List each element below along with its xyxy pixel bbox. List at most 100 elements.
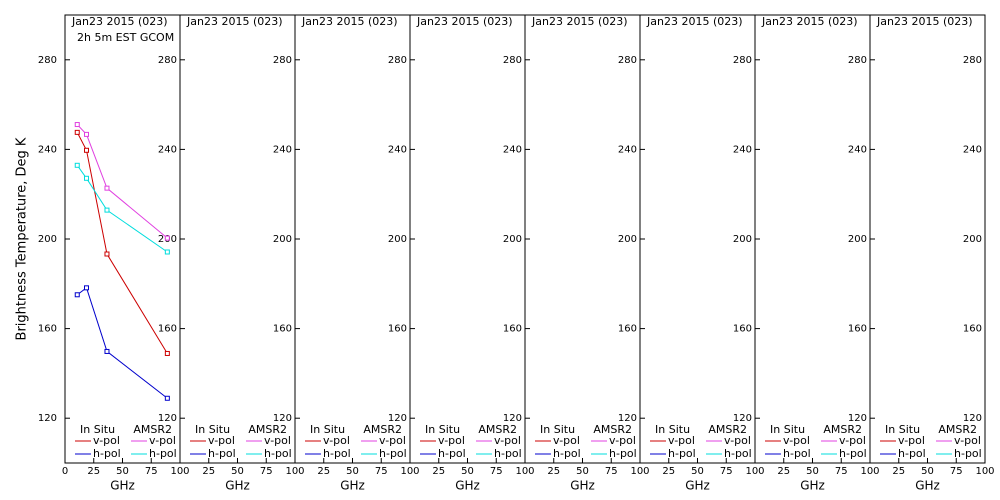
y-tick-label: 240: [158, 144, 177, 155]
x-tick-label: 50: [921, 466, 934, 477]
legend-group: AMSR2: [938, 423, 977, 436]
legend-label: v-pol: [668, 434, 695, 447]
x-axis-label: GHz: [570, 479, 595, 493]
panel-title: Jan23 2015 (023): [646, 15, 743, 28]
panel-title: Jan23 2015 (023): [71, 15, 168, 28]
y-tick-label: 200: [273, 234, 292, 245]
legend-group: AMSR2: [248, 423, 287, 436]
x-tick-label: 100: [400, 466, 419, 477]
y-tick-label: 200: [618, 234, 637, 245]
x-tick-label: 75: [720, 466, 733, 477]
x-axis-label: GHz: [685, 479, 710, 493]
marker: [104, 251, 110, 257]
legend-label: v-pol: [898, 434, 925, 447]
legend-group: In Situ: [80, 423, 115, 436]
x-axis-label: GHz: [800, 479, 825, 493]
panel-title: Jan23 2015 (023): [876, 15, 973, 28]
x-tick-label: 75: [950, 466, 963, 477]
marker: [74, 122, 80, 128]
y-tick-label: 160: [618, 324, 637, 335]
x-tick-label: 100: [515, 466, 534, 477]
panel-title: Jan23 2015 (023): [416, 15, 513, 28]
x-tick-label: 75: [260, 466, 273, 477]
y-tick-label: 120: [618, 413, 637, 424]
x-tick-label: 25: [317, 466, 330, 477]
marker: [74, 129, 80, 135]
legend-label: v-pol: [494, 434, 521, 447]
marker: [104, 207, 110, 213]
y-tick-label: 120: [158, 413, 177, 424]
legend-group: In Situ: [195, 423, 230, 436]
legend-label: h-pol: [208, 447, 236, 460]
y-tick-label: 120: [38, 413, 57, 424]
x-tick-label: 100: [975, 466, 994, 477]
legend-label: h-pol: [668, 447, 696, 460]
x-tick-label: 25: [777, 466, 790, 477]
panel-title: Jan23 2015 (023): [186, 15, 283, 28]
y-tick-label: 280: [38, 55, 57, 66]
y-tick-label: 240: [38, 144, 57, 155]
y-tick-label: 280: [848, 55, 867, 66]
y-tick-label: 280: [733, 55, 752, 66]
y-tick-label: 240: [848, 144, 867, 155]
y-tick-label: 280: [618, 55, 637, 66]
x-tick-label: 25: [547, 466, 560, 477]
x-tick-label: 25: [432, 466, 445, 477]
y-tick-label: 160: [963, 324, 982, 335]
series-line: [76, 132, 168, 354]
y-tick-label: 240: [963, 144, 982, 155]
marker: [74, 162, 80, 168]
legend-label: h-pol: [954, 447, 982, 460]
legend-label: h-pol: [323, 447, 351, 460]
x-tick-label: 25: [202, 466, 215, 477]
y-tick-label: 240: [273, 144, 292, 155]
marker: [164, 235, 170, 241]
series-line: [76, 124, 168, 239]
x-tick-label: 100: [285, 466, 304, 477]
legend-label: h-pol: [609, 447, 637, 460]
panel-title: Jan23 2015 (023): [761, 15, 858, 28]
y-tick-label: 200: [38, 234, 57, 245]
x-tick-label: 50: [691, 466, 704, 477]
y-tick-label: 200: [503, 234, 522, 245]
y-tick-label: 240: [618, 144, 637, 155]
legend-label: h-pol: [783, 447, 811, 460]
y-tick-label: 160: [273, 324, 292, 335]
y-tick-label: 120: [388, 413, 407, 424]
marker: [164, 249, 170, 255]
legend-group: In Situ: [770, 423, 805, 436]
y-tick-label: 280: [388, 55, 407, 66]
panel-subtitle: 2h 5m EST GCOM: [77, 31, 174, 44]
x-axis-label: GHz: [455, 479, 480, 493]
x-axis-label: GHz: [915, 479, 940, 493]
marker: [84, 175, 90, 181]
legend-group: In Situ: [885, 423, 920, 436]
legend-group: AMSR2: [478, 423, 517, 436]
legend-label: v-pol: [93, 434, 120, 447]
x-tick-label: 100: [630, 466, 649, 477]
y-tick-label: 280: [963, 55, 982, 66]
x-tick-label: 50: [461, 466, 474, 477]
y-tick-label: 200: [963, 234, 982, 245]
x-tick-label: 100: [170, 466, 189, 477]
x-tick-label: 75: [605, 466, 618, 477]
x-axis-label: GHz: [225, 479, 250, 493]
x-tick-label: 25: [892, 466, 905, 477]
legend-label: h-pol: [839, 447, 867, 460]
y-tick-label: 160: [158, 324, 177, 335]
marker: [84, 131, 90, 137]
y-tick-label: 120: [733, 413, 752, 424]
legend-label: h-pol: [379, 447, 407, 460]
y-tick-label: 200: [848, 234, 867, 245]
y-tick-label: 280: [503, 55, 522, 66]
x-tick-label: 50: [116, 466, 129, 477]
legend-group: In Situ: [310, 423, 345, 436]
marker: [164, 395, 170, 401]
marker: [84, 147, 90, 153]
x-tick-label: 100: [745, 466, 764, 477]
y-tick-label: 120: [963, 413, 982, 424]
legend-label: h-pol: [724, 447, 752, 460]
legend-group: AMSR2: [133, 423, 172, 436]
legend-label: v-pol: [839, 434, 866, 447]
